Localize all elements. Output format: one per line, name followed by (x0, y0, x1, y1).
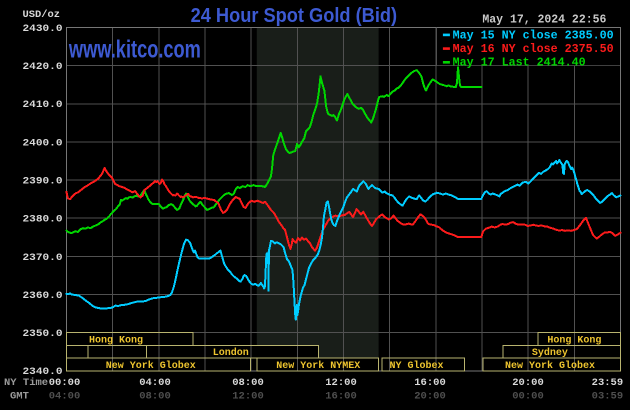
svg-text:NY Globex: NY Globex (390, 360, 444, 372)
svg-text:2360.0: 2360.0 (23, 290, 63, 302)
svg-text:23:59: 23:59 (592, 377, 624, 389)
svg-text:New York Globex: New York Globex (505, 360, 595, 372)
svg-text:08:00: 08:00 (232, 377, 264, 389)
svg-text:www.kitco.com: www.kitco.com (68, 36, 201, 64)
svg-text:May 17, 2024 22:56: May 17, 2024 22:56 (482, 13, 606, 26)
svg-text:2350.0: 2350.0 (23, 328, 63, 340)
svg-text:00:00: 00:00 (512, 391, 544, 403)
svg-text:16:00: 16:00 (414, 377, 446, 389)
svg-text:GMT: GMT (10, 391, 29, 403)
svg-text:NY Time: NY Time (4, 377, 48, 389)
svg-text:16:00: 16:00 (325, 391, 357, 403)
svg-text:03:59: 03:59 (592, 391, 624, 403)
svg-text:2420.0: 2420.0 (23, 61, 63, 73)
svg-text:New York Globex: New York Globex (106, 360, 196, 372)
svg-text:London: London (213, 347, 249, 359)
svg-text:12:00: 12:00 (232, 391, 264, 403)
svg-text:New York NYMEX: New York NYMEX (276, 360, 360, 372)
svg-text:00:00: 00:00 (49, 377, 81, 389)
svg-text:20:00: 20:00 (512, 377, 544, 389)
svg-text:2380.0: 2380.0 (23, 214, 63, 226)
svg-text:2400.0: 2400.0 (23, 137, 63, 149)
svg-text:Hong Kong: Hong Kong (89, 335, 143, 346)
svg-text:04:00: 04:00 (139, 377, 171, 389)
svg-text:May 15 NY close 2385.00: May 15 NY close 2385.00 (453, 29, 614, 42)
svg-text:12:00: 12:00 (325, 377, 357, 389)
svg-text:May 16 NY close 2375.50: May 16 NY close 2375.50 (453, 43, 614, 56)
svg-text:2340.0: 2340.0 (23, 366, 63, 378)
svg-text:2370.0: 2370.0 (23, 252, 63, 264)
svg-text:20:00: 20:00 (414, 391, 446, 403)
svg-text:04:00: 04:00 (49, 391, 81, 403)
svg-text:May 17 Last 2414.40: May 17 Last 2414.40 (453, 57, 586, 70)
svg-text:Sydney: Sydney (532, 347, 568, 359)
svg-text:2430.0: 2430.0 (23, 23, 63, 35)
svg-text:08:00: 08:00 (139, 391, 171, 403)
svg-text:2410.0: 2410.0 (23, 99, 63, 111)
svg-text:24 Hour Spot Gold (Bid): 24 Hour Spot Gold (Bid) (191, 5, 398, 27)
svg-text:USD/oz: USD/oz (23, 9, 61, 21)
svg-text:Hong Kong: Hong Kong (547, 335, 601, 346)
svg-text:2390.0: 2390.0 (23, 176, 63, 188)
